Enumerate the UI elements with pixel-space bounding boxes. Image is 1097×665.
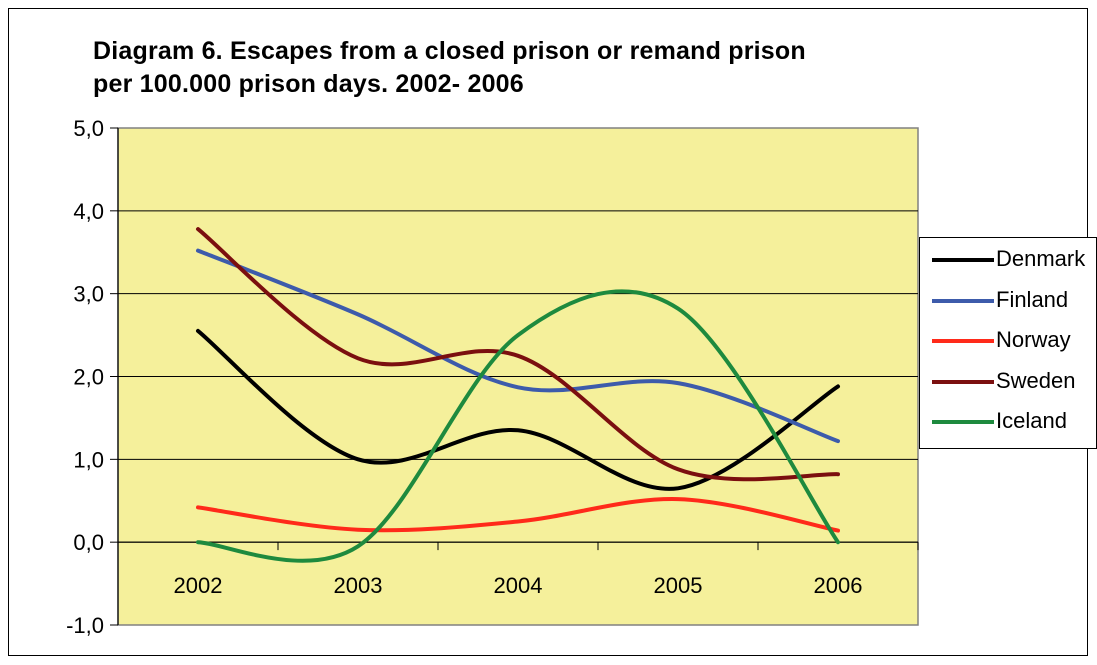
legend-label: Finland bbox=[996, 286, 1069, 312]
legend-label: Norway bbox=[996, 327, 1071, 352]
legend-item-finland: Finland bbox=[920, 280, 1097, 320]
legend-item-sweden: Sweden bbox=[920, 361, 1097, 401]
legend-item-norway: Norway bbox=[920, 320, 1097, 360]
y-tick-label: 3,0 bbox=[73, 282, 104, 307]
x-tick-label: 2005 bbox=[654, 573, 703, 598]
series-line-finland bbox=[196, 248, 840, 444]
legend: Denmark Finland Norway Sweden Iceland bbox=[919, 237, 1097, 449]
series-line-iceland bbox=[196, 289, 840, 563]
legend-swatch bbox=[932, 339, 994, 343]
y-tick-label: 0,0 bbox=[73, 530, 104, 555]
y-tick-label: -1,0 bbox=[66, 613, 104, 638]
series-line-sweden bbox=[196, 227, 840, 482]
legend-swatch bbox=[932, 420, 994, 424]
legend-item-iceland: Iceland bbox=[920, 401, 1097, 441]
x-tick-label: 2003 bbox=[334, 573, 383, 598]
y-tick-label: 2,0 bbox=[73, 365, 104, 390]
x-tick-label: 2006 bbox=[814, 573, 863, 598]
series-line-denmark bbox=[196, 328, 840, 491]
legend-label: Sweden bbox=[996, 367, 1076, 393]
y-tick-label: 5,0 bbox=[73, 116, 104, 141]
legend-swatch bbox=[932, 298, 994, 303]
chart-title: Diagram 6. Escapes from a closed prison … bbox=[93, 37, 806, 98]
legend-label: Iceland bbox=[996, 408, 1067, 433]
x-tick-label: 2002 bbox=[174, 573, 223, 598]
series-line-norway bbox=[196, 497, 840, 533]
y-tick-label: 1,0 bbox=[73, 447, 104, 472]
legend-swatch bbox=[932, 258, 994, 262]
legend-swatch bbox=[932, 379, 994, 384]
x-tick-label: 2004 bbox=[494, 573, 543, 598]
legend-label: Denmark bbox=[996, 246, 1086, 271]
y-tick-label: 4,0 bbox=[73, 199, 104, 224]
legend-item-denmark: Denmark bbox=[920, 239, 1097, 279]
